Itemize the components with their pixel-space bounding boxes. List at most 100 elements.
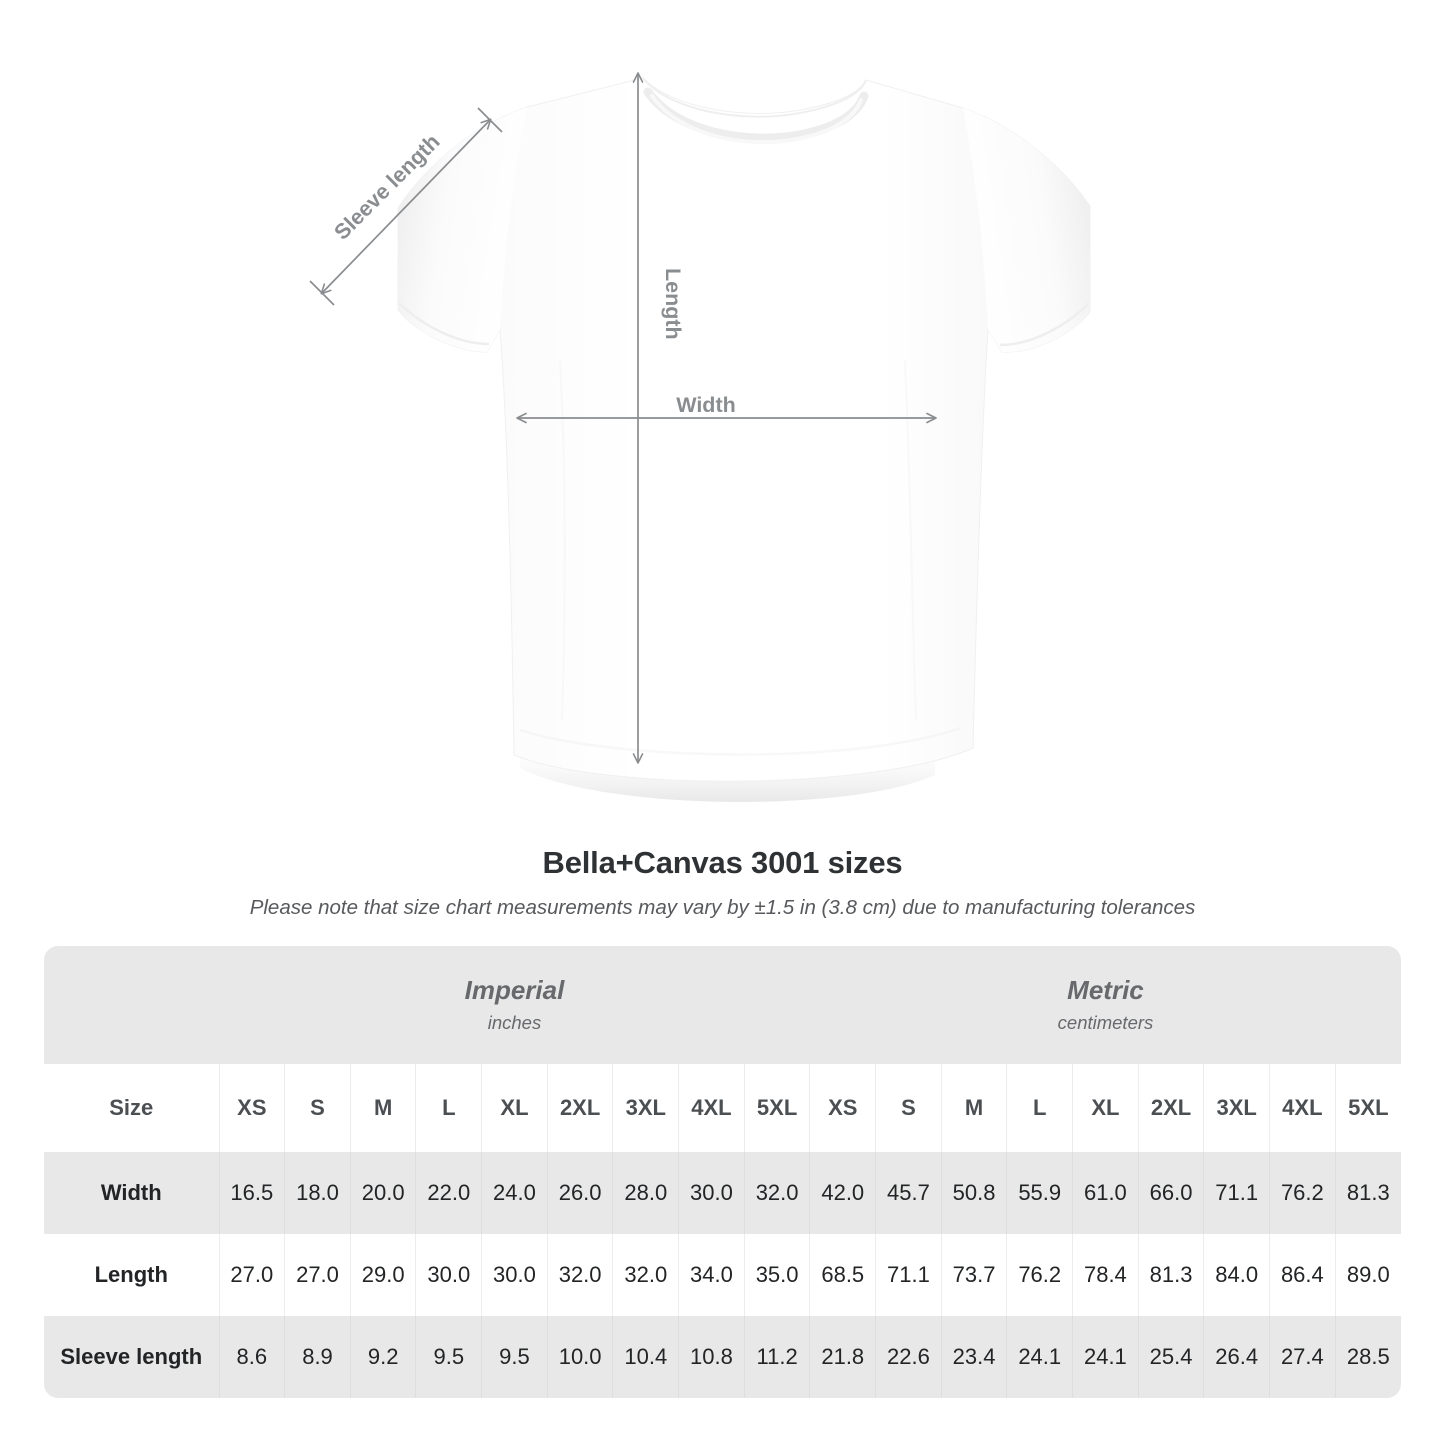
page-title: Bella+Canvas 3001 sizes (542, 845, 903, 880)
tshirt-illustration: Sleeve length Length Width (309, 72, 1091, 802)
size-header-metric-xs: XS (809, 1064, 876, 1152)
shirt-right-sleeve (963, 108, 1090, 353)
shirt-collar (642, 77, 869, 145)
cell-width-metric-m: 50.8 (940, 1152, 1007, 1234)
cell-length-metric-5xl: 89.0 (1334, 1234, 1401, 1316)
cell-sleeve-length-metric-5xl: 28.5 (1334, 1316, 1401, 1398)
cell-sleeve-length-metric-s: 22.6 (875, 1316, 942, 1398)
row-label-sleeve-length: Sleeve length (44, 1316, 220, 1398)
row-label-length: Length (44, 1234, 220, 1316)
cell-length-imperial-2xl: 32.0 (546, 1234, 613, 1316)
cell-length-metric-m: 73.7 (940, 1234, 1007, 1316)
cell-width-imperial-m: 20.0 (349, 1152, 416, 1234)
table-row-sleeve-length: Sleeve length 8.6 8.9 9.2 9.5 9.5 10.0 10.4 10.8… (44, 1316, 1401, 1398)
cell-length-metric-s: 71.1 (875, 1234, 942, 1316)
size-header-imperial-m: M (349, 1064, 416, 1152)
size-header-imperial-l: L (415, 1064, 482, 1152)
row-label-width: Width (44, 1152, 220, 1234)
cell-sleeve-length-imperial-5xl: 11.2 (743, 1316, 810, 1398)
cell-sleeve-length-metric-4xl: 27.4 (1269, 1316, 1336, 1398)
cell-sleeve-length-imperial-xs: 8.6 (218, 1316, 285, 1398)
cell-sleeve-length-metric-xs: 21.8 (809, 1316, 876, 1398)
cell-width-metric-s: 45.7 (875, 1152, 942, 1234)
cell-length-metric-4xl: 86.4 (1269, 1234, 1336, 1316)
unit-group-imperial: Imperial inches (219, 946, 810, 1064)
cell-width-imperial-3xl: 28.0 (612, 1152, 679, 1234)
width-label: Width (676, 393, 736, 417)
cell-sleeve-length-imperial-s: 8.9 (284, 1316, 351, 1398)
cell-length-imperial-5xl: 35.0 (743, 1234, 810, 1316)
cell-sleeve-length-imperial-3xl: 10.4 (612, 1316, 679, 1398)
size-header-metric-4xl: 4XL (1269, 1064, 1336, 1152)
unit-banner-row: Imperial inches Metric centimeters (44, 946, 1401, 1064)
cell-sleeve-length-metric-2xl: 25.4 (1137, 1316, 1204, 1398)
unit-group-metric: Metric centimeters (809, 946, 1401, 1064)
size-header-label: Size (44, 1064, 220, 1152)
cell-width-imperial-5xl: 32.0 (743, 1152, 810, 1234)
cell-length-metric-l: 76.2 (1006, 1234, 1073, 1316)
unit-group-metric-name: Metric (1067, 975, 1144, 1006)
size-header-metric-m: M (940, 1064, 1007, 1152)
cell-length-imperial-l: 30.0 (415, 1234, 482, 1316)
cell-width-imperial-s: 18.0 (284, 1152, 351, 1234)
unit-group-imperial-unit: inches (487, 1011, 542, 1033)
size-header-imperial-s: S (284, 1064, 351, 1152)
cell-length-metric-2xl: 81.3 (1137, 1234, 1204, 1316)
cell-length-metric-3xl: 84.0 (1203, 1234, 1270, 1316)
size-header-metric-s: S (875, 1064, 942, 1152)
cell-length-metric-xl: 78.4 (1072, 1234, 1139, 1316)
cell-sleeve-length-imperial-l: 9.5 (415, 1316, 482, 1398)
cell-length-imperial-3xl: 32.0 (612, 1234, 679, 1316)
size-header-imperial-3xl: 3XL (612, 1064, 679, 1152)
cell-width-imperial-4xl: 30.0 (678, 1152, 745, 1234)
cell-length-imperial-xs: 27.0 (218, 1234, 285, 1316)
table-row-length: Length 27.0 27.0 29.0 30.0 30.0 32.0 32.0 34.0 35… (44, 1234, 1401, 1316)
size-header-metric-2xl: 2XL (1137, 1064, 1204, 1152)
cell-length-metric-xs: 68.5 (809, 1234, 876, 1316)
cell-length-imperial-xl: 30.0 (481, 1234, 548, 1316)
cell-sleeve-length-imperial-m: 9.2 (349, 1316, 416, 1398)
cell-sleeve-length-metric-3xl: 26.4 (1203, 1316, 1270, 1398)
length-label: Length (661, 268, 685, 340)
size-header-imperial-xs: XS (218, 1064, 285, 1152)
cell-width-imperial-xs: 16.5 (218, 1152, 285, 1234)
unit-group-metric-unit: centimeters (1057, 1011, 1154, 1033)
cell-width-metric-xl: 61.0 (1072, 1152, 1139, 1234)
table-row-width: Width 16.5 18.0 20.0 22.0 24.0 26.0 28.0 30.0 32.… (44, 1152, 1401, 1234)
cell-length-imperial-m: 29.0 (349, 1234, 416, 1316)
cell-width-imperial-xl: 24.0 (481, 1152, 548, 1234)
shirt-fabric-folds (519, 359, 961, 756)
cell-sleeve-length-metric-l: 24.1 (1006, 1316, 1073, 1398)
size-table: Imperial inches Metric centimeters Size XS S M L… (44, 946, 1401, 1398)
cell-width-metric-5xl: 81.3 (1334, 1152, 1401, 1234)
size-header-metric-l: L (1006, 1064, 1073, 1152)
cell-sleeve-length-imperial-xl: 9.5 (481, 1316, 548, 1398)
cell-sleeve-length-metric-m: 23.4 (940, 1316, 1007, 1398)
size-header-imperial-4xl: 4XL (678, 1064, 745, 1152)
size-header-metric-xl: XL (1072, 1064, 1139, 1152)
shirt-hem-shadow (520, 735, 935, 802)
size-header-imperial-2xl: 2XL (546, 1064, 613, 1152)
cell-sleeve-length-imperial-2xl: 10.0 (546, 1316, 613, 1398)
cell-width-metric-2xl: 66.0 (1137, 1152, 1204, 1234)
size-header-imperial-xl: XL (481, 1064, 548, 1152)
width-guide: Width (516, 393, 937, 424)
heading-block: Bella+Canvas 3001 sizes Please note that… (0, 845, 1445, 920)
tolerance-note: Please note that size chart measurements… (249, 896, 1196, 919)
cell-sleeve-length-imperial-4xl: 10.8 (678, 1316, 745, 1398)
cell-sleeve-length-metric-xl: 24.1 (1072, 1316, 1139, 1398)
size-header-imperial-5xl: 5XL (743, 1064, 810, 1152)
unit-group-imperial-name: Imperial (464, 975, 565, 1006)
size-header-metric-5xl: 5XL (1334, 1064, 1401, 1152)
cell-width-metric-l: 55.9 (1006, 1152, 1073, 1234)
cell-width-metric-4xl: 76.2 (1269, 1152, 1336, 1234)
unit-banner-spacer (44, 946, 220, 1064)
cell-width-metric-3xl: 71.1 (1203, 1152, 1270, 1234)
cell-width-imperial-l: 22.0 (415, 1152, 482, 1234)
size-table-container: Imperial inches Metric centimeters Size XS S M L… (44, 946, 1401, 1398)
size-header-metric-3xl: 3XL (1203, 1064, 1270, 1152)
cell-length-imperial-4xl: 34.0 (678, 1234, 745, 1316)
size-header-row: Size XS S M L XL 2XL 3XL 4XL 5XL XS S M L XL 2XL 3XL 4XL 5… (44, 1064, 1401, 1152)
cell-width-metric-xs: 42.0 (809, 1152, 876, 1234)
